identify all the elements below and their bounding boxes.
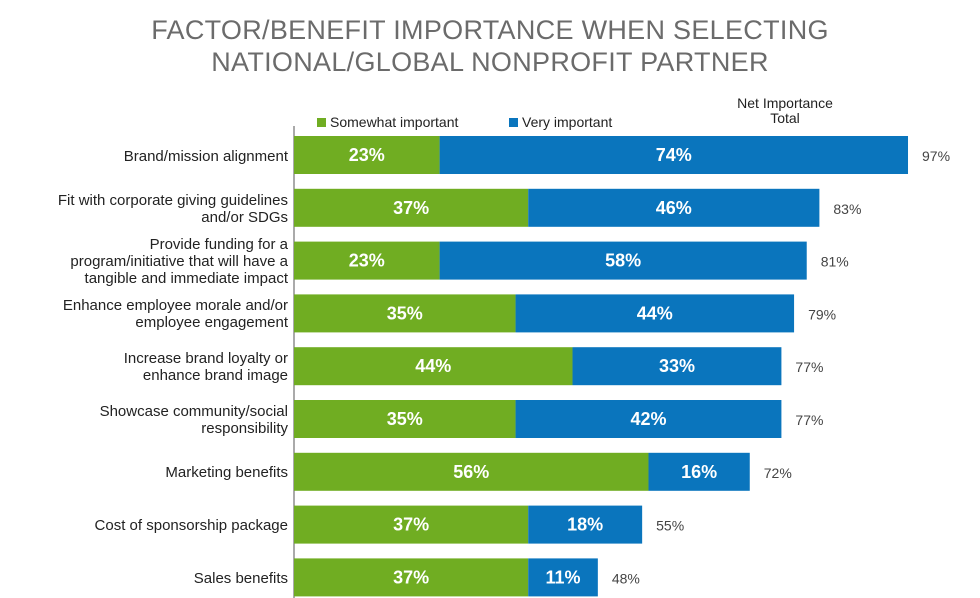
- bar-somewhat-important: [294, 294, 516, 333]
- category-label-line: Provide funding for a: [149, 236, 288, 254]
- data-label-very: 18%: [567, 515, 603, 535]
- chart-title: FACTOR/BENEFIT IMPORTANCE WHEN SELECTING…: [0, 14, 980, 78]
- net-importance-label: 81%: [821, 254, 849, 270]
- category-label-line: program/initiative that will have a: [70, 253, 288, 271]
- bar-very-important: [528, 505, 643, 544]
- data-label-somewhat: 23%: [349, 251, 385, 271]
- net-importance-label: 77%: [795, 412, 823, 428]
- category-label: Cost of sponsorship package: [0, 517, 288, 534]
- category-label-line: Brand/mission alignment: [123, 147, 288, 165]
- category-label: Brand/mission alignment: [0, 148, 288, 165]
- data-label-somewhat: 35%: [387, 303, 423, 323]
- category-label-line: and/or SDGs: [201, 208, 288, 226]
- data-label-very: 16%: [681, 462, 717, 482]
- category-label: Increase brand loyalty or enhance brand i…: [0, 350, 288, 384]
- net-importance-header-line1: Net Importance: [737, 95, 833, 111]
- bar-somewhat-important: [294, 136, 440, 174]
- category-label-line: responsibility: [201, 420, 288, 437]
- legend-label-somewhat: Somewhat important: [330, 114, 459, 130]
- bar-very-important: [515, 294, 795, 333]
- data-label-very: 74%: [656, 145, 692, 165]
- net-importance-label: 77%: [795, 359, 823, 375]
- category-label-line: employee engagement: [135, 314, 288, 332]
- category-label: Showcase community/social responsibility: [0, 403, 288, 437]
- category-label-line: Enhance employee morale and/or: [62, 297, 288, 315]
- legend-swatch-somewhat: [317, 117, 326, 127]
- bar-very-important: [528, 188, 820, 227]
- bar-very-important: [572, 347, 782, 386]
- data-label-somewhat: 44%: [415, 356, 451, 376]
- category-label-line: Increase brand loyalty or: [123, 350, 288, 368]
- chart-title-line1: FACTOR/BENEFIT IMPORTANCE WHEN SELECTING: [151, 15, 829, 45]
- data-label-very: 42%: [630, 409, 666, 429]
- category-label-line: Fit with corporate giving guidelines: [57, 191, 288, 209]
- category-label-line: tangible and immediate impact: [84, 270, 288, 288]
- legend-label-very: Very important: [522, 114, 613, 130]
- bar-very-important: [439, 241, 807, 280]
- bar-somewhat-important: [294, 558, 529, 597]
- legend-very: Very important: [509, 114, 612, 130]
- category-label-line: Cost of sponsorship package: [94, 517, 288, 535]
- chart-title-line2: NATIONAL/GLOBAL NONPROFIT PARTNER: [211, 47, 769, 77]
- net-importance-label: 55%: [656, 518, 684, 534]
- bar-somewhat-important: [294, 505, 529, 544]
- data-label-somewhat: 35%: [387, 409, 423, 429]
- bar-somewhat-important: [294, 452, 649, 491]
- bar-very-important: [648, 452, 750, 491]
- bar-somewhat-important: [294, 347, 573, 386]
- bar-very-important: [528, 558, 598, 597]
- legend-swatch-very: [509, 117, 518, 127]
- net-importance-label: 97%: [922, 148, 950, 164]
- data-label-somewhat: 23%: [349, 145, 385, 165]
- category-label: Sales benefits: [0, 570, 288, 587]
- net-importance-label: 72%: [764, 465, 792, 481]
- category-label-line: enhance brand image: [142, 367, 288, 385]
- data-label-very: 44%: [637, 303, 673, 323]
- data-label-very: 11%: [546, 567, 581, 587]
- category-label: Marketing benefits: [0, 464, 288, 481]
- data-label-somewhat: 37%: [393, 198, 429, 218]
- category-label: Provide funding for a program/initiative …: [0, 236, 288, 287]
- net-importance-header: Net Importance Total: [730, 96, 840, 126]
- legend-somewhat: Somewhat important: [317, 114, 458, 130]
- data-label-somewhat: 37%: [393, 515, 429, 535]
- category-label: Fit with corporate giving guidelines and/…: [0, 192, 288, 226]
- category-label-line: Sales benefits: [193, 569, 288, 587]
- category-label: Enhance employee morale and/or employee e…: [0, 297, 288, 331]
- category-label-line: Marketing benefits: [165, 464, 288, 482]
- bar-somewhat-important: [294, 241, 440, 280]
- bar-very-important: [439, 136, 909, 174]
- bar-somewhat-important: [294, 400, 516, 438]
- net-importance-label: 48%: [612, 570, 640, 586]
- data-label-very: 46%: [656, 198, 692, 218]
- data-label-very: 33%: [659, 356, 695, 376]
- net-importance-header-line2: Total: [770, 110, 800, 126]
- data-label-somewhat: 37%: [393, 567, 429, 587]
- data-label-very: 58%: [605, 251, 641, 271]
- category-label-line: Showcase community/social: [99, 403, 288, 420]
- bar-somewhat-important: [294, 188, 529, 227]
- net-importance-label: 79%: [808, 306, 836, 322]
- net-importance-label: 83%: [833, 201, 861, 217]
- data-label-somewhat: 56%: [453, 462, 489, 482]
- bar-very-important: [515, 400, 782, 438]
